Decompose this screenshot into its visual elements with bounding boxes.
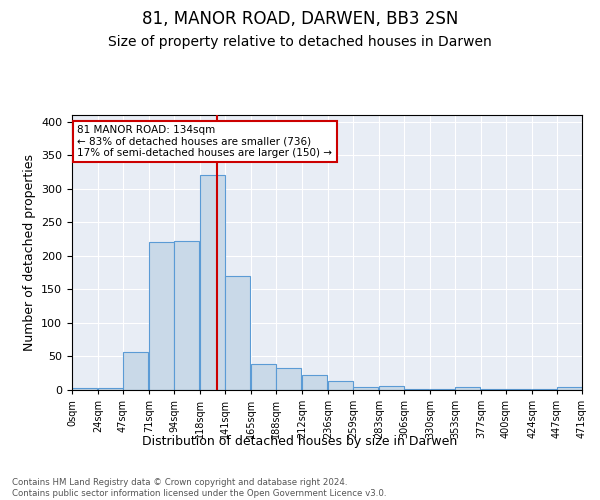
Bar xyxy=(353,386,378,390)
Text: Size of property relative to detached houses in Darwen: Size of property relative to detached ho… xyxy=(108,35,492,49)
Bar xyxy=(149,242,174,390)
Bar xyxy=(379,386,404,390)
Bar xyxy=(72,388,97,390)
Bar xyxy=(174,241,199,390)
Bar xyxy=(200,176,225,390)
Text: Distribution of detached houses by size in Darwen: Distribution of detached houses by size … xyxy=(142,435,458,448)
Bar xyxy=(123,352,148,390)
Bar xyxy=(302,374,327,390)
Bar xyxy=(328,382,353,390)
Y-axis label: Number of detached properties: Number of detached properties xyxy=(23,154,35,351)
Text: 81, MANOR ROAD, DARWEN, BB3 2SN: 81, MANOR ROAD, DARWEN, BB3 2SN xyxy=(142,10,458,28)
Bar xyxy=(276,368,301,390)
Text: 81 MANOR ROAD: 134sqm
← 83% of detached houses are smaller (736)
17% of semi-det: 81 MANOR ROAD: 134sqm ← 83% of detached … xyxy=(77,125,332,158)
Text: Contains HM Land Registry data © Crown copyright and database right 2024.
Contai: Contains HM Land Registry data © Crown c… xyxy=(12,478,386,498)
Bar xyxy=(98,388,123,390)
Bar xyxy=(455,388,480,390)
Bar xyxy=(251,364,276,390)
Bar xyxy=(225,276,250,390)
Bar xyxy=(557,386,582,390)
